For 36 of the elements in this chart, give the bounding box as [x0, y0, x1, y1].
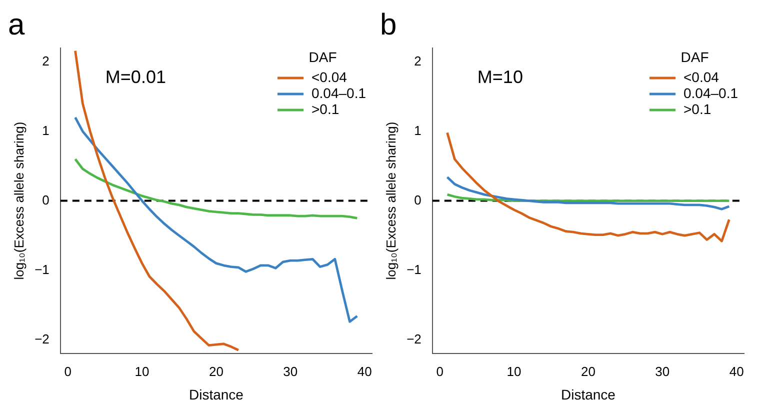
x-tick-label: 0 — [436, 364, 444, 379]
legend-title: DAF — [680, 48, 709, 65]
x-tick-label: 10 — [134, 364, 150, 379]
y-tick-label: 0 — [42, 192, 50, 208]
x-tick-label: 30 — [283, 364, 298, 379]
chart-title: b — [380, 8, 397, 42]
x-tick-label: 0 — [64, 364, 72, 379]
annotation: M=0.01 — [105, 66, 166, 87]
legend-label: >0.1 — [684, 100, 712, 117]
y-tick-label: 2 — [414, 53, 422, 68]
y-tick-label: 2 — [42, 53, 50, 68]
x-tick-label: 10 — [506, 364, 522, 379]
annotation: M=10 — [477, 66, 523, 87]
x-tick-label: 40 — [729, 364, 744, 379]
y-axis-title: log₁₀(Excess allele sharing) — [383, 122, 398, 280]
chart-title: a — [8, 8, 25, 42]
y-tick-label: 0 — [414, 192, 422, 208]
y-tick-label: 1 — [42, 122, 50, 138]
x-tick-label: 20 — [208, 364, 224, 379]
legend-label: >0.1 — [312, 100, 340, 117]
legend-label: 0.04–0.1 — [684, 84, 738, 101]
x-axis-title: Distance — [188, 386, 244, 402]
y-axis-title: log₁₀(Excess allele sharing) — [11, 122, 26, 280]
y-tick-label: 1 — [414, 122, 422, 138]
y-tick-label: −2 — [34, 331, 50, 346]
x-tick-label: 20 — [580, 364, 596, 379]
x-tick-label: 30 — [655, 364, 670, 379]
legend-title: DAF — [308, 48, 337, 65]
x-axis-title: Distance — [560, 386, 616, 402]
y-tick-label: −1 — [34, 262, 50, 277]
legend-label: <0.04 — [684, 68, 720, 85]
legend-label: <0.04 — [312, 68, 348, 85]
legend-label: 0.04–0.1 — [312, 84, 366, 101]
y-tick-label: −1 — [406, 262, 422, 277]
y-tick-label: −2 — [406, 331, 422, 346]
x-tick-label: 40 — [357, 364, 372, 379]
